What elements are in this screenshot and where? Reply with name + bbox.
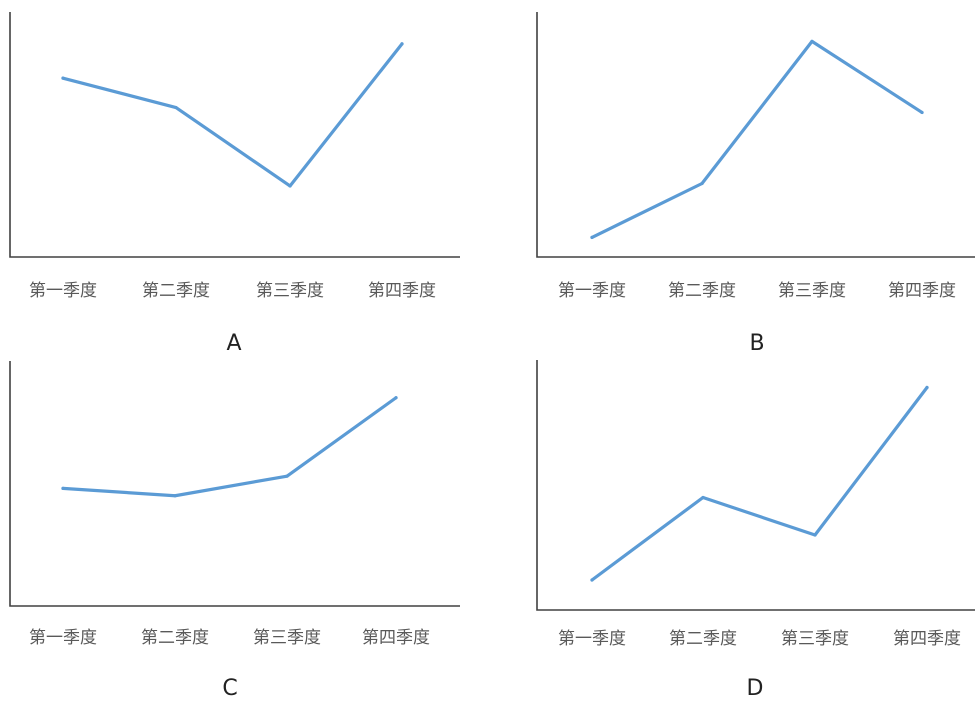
- x-tick-label: 第一季度: [29, 281, 97, 301]
- x-tick-label: 第三季度: [778, 281, 846, 301]
- chart-axes: [536, 12, 975, 258]
- x-tick-label: 第二季度: [668, 281, 736, 301]
- x-tick-label: 第四季度: [362, 628, 430, 648]
- x-tick-label: 第三季度: [253, 628, 321, 648]
- x-tick-label: 第一季度: [558, 281, 626, 301]
- data-point-3: [813, 533, 817, 537]
- data-point-2: [701, 495, 705, 500]
- data-point-4: [920, 110, 924, 115]
- series-line: [61, 42, 404, 188]
- x-tick-label: 第一季度: [29, 628, 97, 648]
- x-tick-label: 第四季度: [893, 629, 961, 649]
- data-point-1: [61, 486, 65, 490]
- line-chart-d: 第一季度 第二季度 第三季度 第四季度 D: [536, 360, 975, 701]
- chart-axes: [9, 12, 460, 258]
- x-tick-label: 第三季度: [781, 629, 849, 649]
- panel-letter: D: [747, 676, 764, 701]
- data-point-2: [700, 181, 704, 186]
- data-point-4: [394, 396, 398, 400]
- data-point-3: [288, 184, 292, 188]
- x-tick-label: 第二季度: [142, 281, 210, 301]
- data-point-1: [590, 578, 594, 582]
- panel-letter: A: [226, 331, 241, 356]
- line-chart-c: 第一季度 第二季度 第三季度 第四季度 C: [9, 361, 460, 701]
- panel-letter: C: [222, 676, 237, 701]
- line-chart-b: 第一季度 第二季度 第三季度 第四季度 B: [536, 12, 975, 356]
- chart-axes: [9, 361, 460, 607]
- series-line: [590, 39, 924, 239]
- data-point-2: [174, 105, 178, 110]
- x-tick-label: 第四季度: [888, 281, 956, 301]
- x-tick-label: 第三季度: [256, 281, 324, 301]
- x-tick-label: 第二季度: [141, 628, 209, 648]
- x-tick-label: 第一季度: [558, 629, 626, 649]
- data-point-4: [925, 385, 929, 390]
- series-line: [590, 385, 929, 582]
- data-point-3: [810, 39, 814, 44]
- data-point-4: [400, 42, 404, 46]
- chart-axes: [536, 360, 975, 611]
- series-line: [61, 396, 398, 498]
- data-point-1: [61, 76, 65, 80]
- data-point-2: [173, 494, 177, 498]
- line-chart-a: 第一季度 第二季度 第三季度 第四季度 A: [9, 12, 460, 356]
- x-tick-label: 第二季度: [669, 629, 737, 649]
- data-point-3: [285, 474, 289, 478]
- data-point-1: [590, 235, 594, 239]
- panel-letter: B: [749, 331, 764, 356]
- x-tick-label: 第四季度: [368, 281, 436, 301]
